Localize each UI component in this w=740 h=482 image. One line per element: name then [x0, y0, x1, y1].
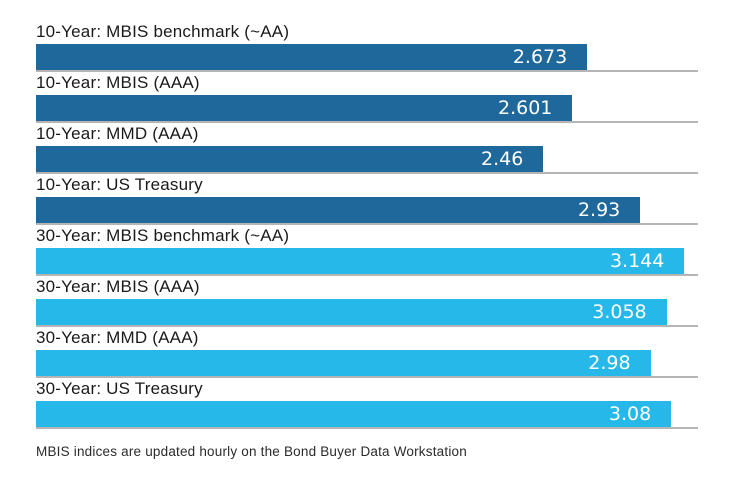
bar-category-label: 10-Year: MMD (AAA) [36, 124, 199, 143]
chart-footnote: MBIS indices are updated hourly on the B… [36, 444, 467, 459]
bar-baseline-track: 3.144 [36, 248, 698, 276]
bar-value-label: 2.93 [577, 198, 621, 221]
bar-value-label: 3.08 [608, 402, 652, 425]
bar-baseline-track: 2.601 [36, 95, 698, 123]
bar-baseline-track: 2.98 [36, 350, 698, 378]
bar-value-label: 3.144 [609, 249, 665, 272]
yield-bar-chart: 10-Year: MBIS benchmark (~AA) 2.673 10-Y… [36, 22, 698, 459]
bar-category-label: 30-Year: US Treasury [36, 379, 203, 398]
bar-value-label: 3.058 [592, 300, 647, 323]
bar-category-label: 10-Year: MBIS (AAA) [36, 73, 200, 92]
bar-baseline-track: 3.058 [36, 299, 698, 327]
chart-row: 30-Year: MBIS benchmark (~AA) 3.144 [36, 226, 698, 276]
bar: 3.144 [36, 248, 685, 274]
bar-category-label: 10-Year: MBIS benchmark (~AA) [36, 22, 290, 41]
bar: 2.601 [36, 95, 573, 121]
bar: 2.98 [36, 350, 651, 376]
chart-row: 30-Year: US Treasury 3.08 [36, 379, 698, 429]
chart-row: 30-Year: MMD (AAA) 2.98 [36, 328, 698, 378]
bar-category-label: 10-Year: US Treasury [36, 175, 203, 194]
bar-baseline-track: 3.08 [36, 401, 698, 429]
bar-baseline-track: 2.673 [36, 44, 698, 72]
bar-value-label: 2.601 [497, 96, 553, 119]
chart-row: 30-Year: MBIS (AAA) 3.058 [36, 277, 698, 327]
bar-category-label: 30-Year: MMD (AAA) [36, 328, 199, 347]
chart-row: 10-Year: MBIS (AAA) 2.601 [36, 73, 698, 123]
chart-row: 10-Year: US Treasury 2.93 [36, 175, 698, 225]
bar-value-label: 2.673 [512, 45, 568, 68]
bar: 2.673 [36, 44, 588, 70]
bar-value-label: 2.46 [481, 147, 524, 170]
chart-rows: 10-Year: MBIS benchmark (~AA) 2.673 10-Y… [36, 22, 698, 429]
bar-category-label: 30-Year: MBIS (AAA) [36, 277, 200, 296]
bar-value-label: 2.98 [588, 351, 631, 374]
bar: 2.46 [36, 146, 544, 172]
bar-baseline-track: 2.46 [36, 146, 698, 174]
bar-category-label: 30-Year: MBIS benchmark (~AA) [36, 226, 290, 245]
bar-baseline-track: 2.93 [36, 197, 698, 225]
chart-row: 10-Year: MMD (AAA) 2.46 [36, 124, 698, 174]
bar: 2.93 [36, 197, 641, 223]
bar: 3.058 [36, 299, 667, 325]
chart-row: 10-Year: MBIS benchmark (~AA) 2.673 [36, 22, 698, 72]
bar: 3.08 [36, 401, 672, 427]
